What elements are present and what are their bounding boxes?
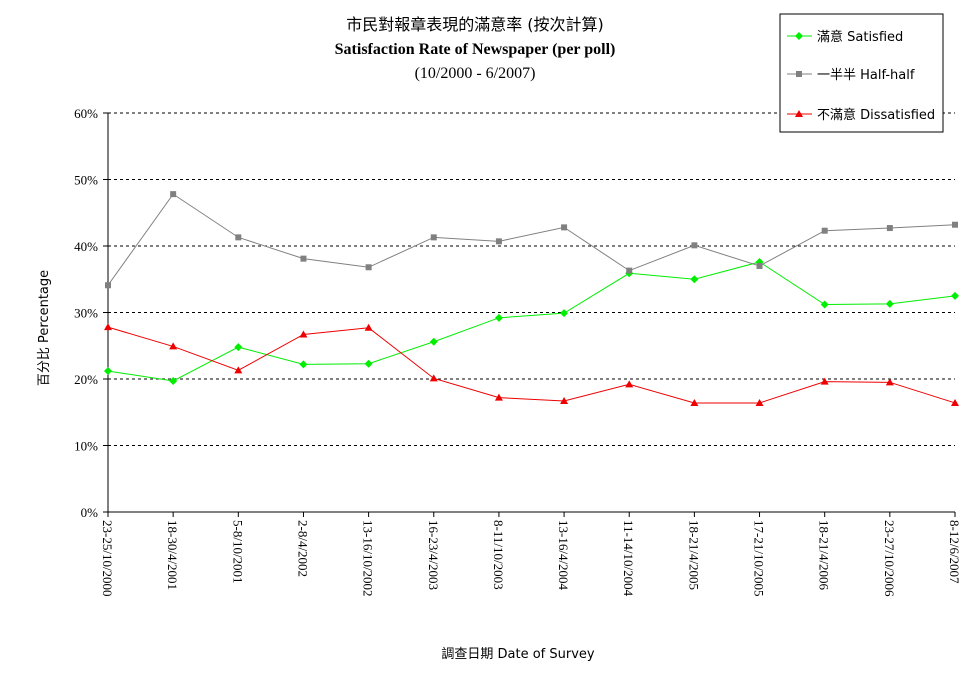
y-tick-labels: 0% 10% 20% 30% 40% 50% 60% <box>74 106 98 520</box>
y-tick-label: 60% <box>74 106 98 121</box>
data-point <box>886 225 893 232</box>
series-diamond <box>104 257 959 385</box>
data-point <box>169 342 178 350</box>
series-line <box>107 326 956 404</box>
data-point <box>105 282 111 289</box>
chart-title: 市民對報章表現的滿意率 (按次計算) <box>346 15 604 34</box>
data-point <box>821 227 828 234</box>
legend-items: 滿意 Satisfied 一半半 Half-half 不滿意 Dissatisfie… <box>787 29 935 123</box>
data-point <box>560 396 569 404</box>
data-point <box>299 360 308 369</box>
legend-swatch-marker <box>795 110 803 117</box>
data-point <box>820 300 829 309</box>
axis-layer <box>107 113 956 517</box>
data-point <box>494 313 503 322</box>
y-tick-label: 50% <box>74 173 98 188</box>
data-point <box>430 234 437 241</box>
data-point <box>364 359 373 368</box>
data-point <box>560 309 569 318</box>
data-point <box>951 291 959 300</box>
data-point <box>561 224 568 231</box>
legend-item: 滿意 Satisfied <box>787 29 903 45</box>
legend-item: 不滿意 Dissatisfied <box>787 107 935 123</box>
legend-label: 不滿意 Dissatisfied <box>817 107 935 123</box>
series-line <box>107 193 956 286</box>
data-point <box>104 367 112 376</box>
x-tick-label: 17-21/10/2005 <box>752 520 767 597</box>
data-point <box>365 264 372 271</box>
y-tick-label: 10% <box>74 439 98 454</box>
chart-subtitle: Satisfaction Rate of Newspaper (per poll… <box>335 41 616 58</box>
data-point <box>169 376 178 385</box>
legend-swatch-marker <box>795 32 803 40</box>
series-square <box>105 191 958 289</box>
x-tick-label: 18-21/4/2005 <box>686 520 701 590</box>
legend-label: 滿意 Satisfied <box>817 29 903 45</box>
y-tick-label: 40% <box>74 239 98 254</box>
series-layer <box>104 191 959 406</box>
data-point <box>234 343 243 352</box>
data-point <box>690 275 699 284</box>
grid-layer <box>103 112 955 513</box>
y-axis-label: 百分比 Percentage <box>37 270 52 386</box>
legend-box <box>779 13 944 133</box>
legend-label: 一半半 Half-half <box>817 68 915 83</box>
legend-item: 一半半 Half-half <box>787 68 915 83</box>
data-point <box>951 398 959 406</box>
data-point <box>170 191 177 198</box>
x-tick-label: 2-8/4/2002 <box>295 520 310 577</box>
x-tick-label: 18-21/4/2006 <box>817 520 832 591</box>
x-axis-label: 調查日期 Date of Survey <box>441 647 595 662</box>
series-line <box>107 261 956 382</box>
data-point <box>885 378 894 386</box>
x-tick-label: 8-12/6/2007 <box>947 520 962 584</box>
x-tick-label: 23-27/10/2006 <box>882 520 897 597</box>
y-tick-label: 20% <box>74 372 98 387</box>
chart-date-range: (10/2000 - 6/2007) <box>415 65 536 82</box>
data-point <box>429 374 438 382</box>
data-point <box>300 255 307 262</box>
data-point <box>952 221 958 228</box>
x-tick-label: 16-23/4/2003 <box>426 520 441 590</box>
data-point <box>690 398 699 406</box>
data-point <box>235 234 242 241</box>
data-point <box>626 267 633 274</box>
legend: 滿意 Satisfied 一半半 Half-half 不滿意 Dissatisfie… <box>779 13 944 133</box>
legend-swatch-marker <box>796 71 802 77</box>
x-tick-label: 5-8/10/2001 <box>230 520 245 584</box>
x-tick-label: 18-30/4/2001 <box>165 520 180 590</box>
data-point <box>234 366 243 374</box>
x-tick-label: 23-25/10/2000 <box>100 520 115 597</box>
data-point <box>299 330 308 338</box>
data-point <box>364 323 373 331</box>
series-triangle <box>104 323 959 406</box>
x-tick-labels: 23-25/10/2000 18-30/4/2001 5-8/10/2001 2-8/… <box>100 520 962 597</box>
x-tick-label: 8-11/10/2003 <box>491 520 506 590</box>
x-tick-label: 13-16/10/2002 <box>361 520 376 597</box>
y-tick-label: 30% <box>74 306 98 321</box>
data-point <box>494 393 503 401</box>
data-point <box>495 238 502 245</box>
data-point <box>429 337 438 346</box>
data-point <box>104 323 112 331</box>
data-point <box>625 380 634 388</box>
data-point <box>691 242 698 249</box>
data-point <box>820 377 829 385</box>
data-point <box>756 262 763 269</box>
x-tick-label: 13-16/4/2004 <box>556 520 571 591</box>
y-tick-label: 0% <box>81 505 99 520</box>
data-point <box>885 299 894 308</box>
data-point <box>755 398 764 406</box>
x-tick-label: 11-14/10/2004 <box>621 520 636 597</box>
